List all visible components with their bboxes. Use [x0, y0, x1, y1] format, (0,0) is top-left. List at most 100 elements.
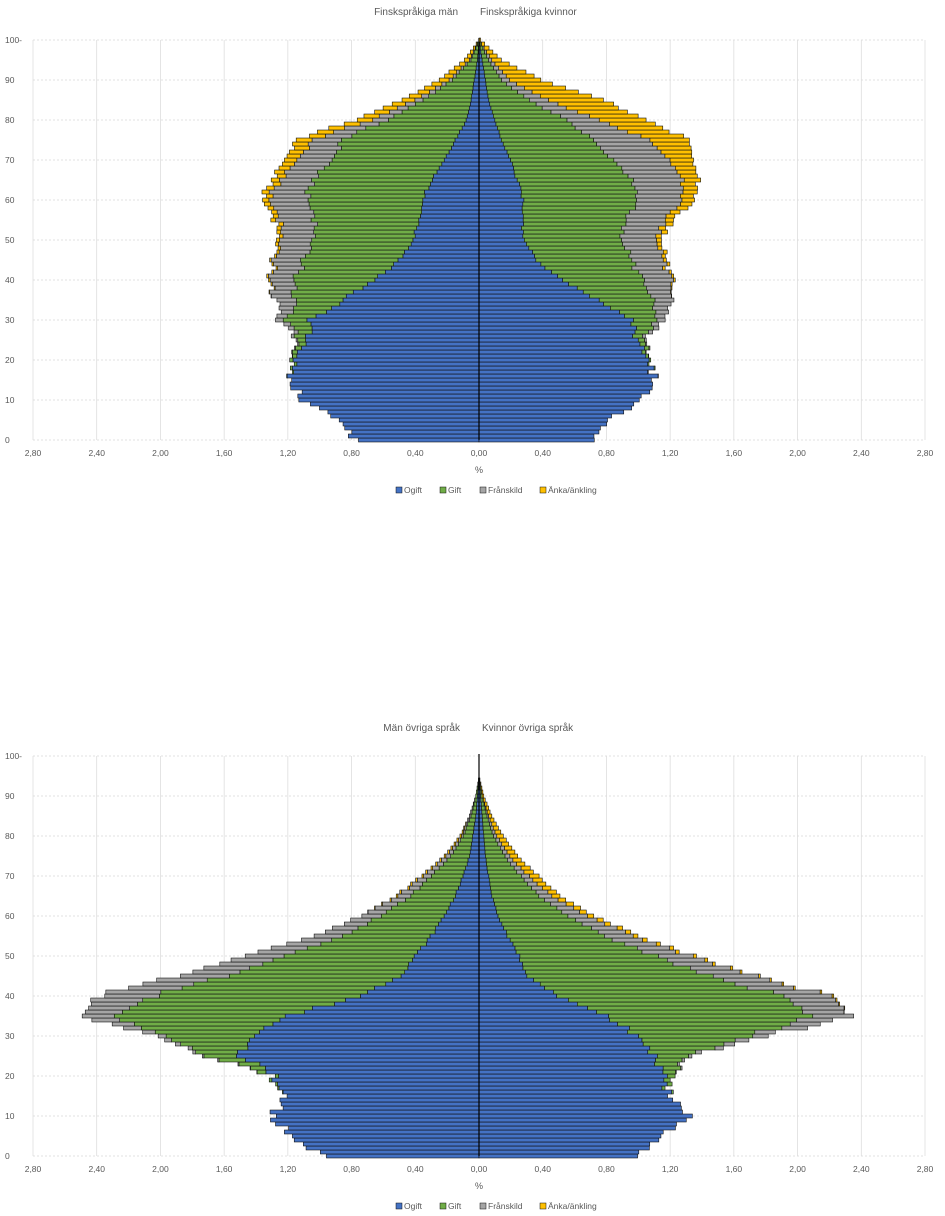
bar-segment-women-gift [627, 1030, 754, 1034]
x-tick-label: 1,20 [662, 448, 679, 458]
bar-segment-men--nka-nkling [317, 130, 333, 134]
bar-segment-women-gift [524, 238, 621, 242]
bar-segment-men-fr-nskild [258, 950, 295, 954]
bar-segment-women--nka-nkling [627, 130, 669, 134]
bar-segment-women--nka-nkling [609, 122, 655, 126]
bar-segment-men-fr-nskild [231, 958, 273, 962]
bar-segment-women-gift [664, 1078, 670, 1082]
bar-segment-women-gift [521, 194, 635, 198]
bar-segment-women-ogift [479, 270, 552, 274]
bar-segment-women--nka-nkling [713, 962, 716, 966]
bar-segment-men-gift [352, 134, 458, 138]
bar-segment-women--nka-nkling [676, 950, 679, 954]
bar-segment-women-gift [502, 922, 582, 926]
bar-segment-men-fr-nskild [441, 858, 447, 862]
bar-segment-men-fr-nskild [193, 1050, 196, 1054]
bar-segment-men--nka-nkling [396, 894, 398, 898]
bar-segment-women-ogift [479, 906, 496, 910]
bar-segment-women--nka-nkling [683, 190, 697, 194]
bar-segment-women-ogift [479, 294, 589, 298]
bar-segment-men-fr-nskild [472, 806, 473, 810]
bar-segment-men-ogift [472, 842, 479, 846]
bar-segment-men-ogift [297, 362, 479, 366]
bar-segment-men-gift [465, 830, 473, 834]
bar-segment-men--nka-nkling [476, 42, 477, 46]
bar-segment-women-fr-nskild [623, 242, 657, 246]
bar-segment-men-fr-nskild [270, 290, 291, 294]
bar-segment-women--nka-nkling [577, 110, 627, 114]
bar-segment-women-fr-nskild [682, 1058, 684, 1062]
bar-segment-women--nka-nkling [683, 186, 697, 190]
bar-segment-women-gift [662, 1086, 665, 1090]
bar-segment-men-ogift [437, 170, 479, 174]
bar-segment-men--nka-nkling [275, 254, 277, 258]
bar-segment-women--nka-nkling [663, 250, 667, 254]
bar-segment-men--nka-nkling [276, 266, 278, 270]
bar-segment-women-ogift [479, 162, 512, 166]
bar-segment-men-gift [456, 846, 471, 850]
bar-segment-women-ogift [479, 1030, 627, 1034]
bar-segment-men--nka-nkling [267, 194, 274, 198]
bar-segment-men-ogift [439, 166, 479, 170]
bar-segment-women-gift [638, 338, 644, 342]
bar-segment-men-fr-nskild [281, 230, 314, 234]
bar-segment-men-fr-nskild [427, 870, 434, 874]
bar-segment-men-gift [114, 1014, 285, 1018]
bar-segment-women--nka-nkling [505, 846, 512, 850]
bar-segment-women-gift [588, 1006, 802, 1010]
bar-segment-women-ogift [479, 430, 599, 434]
bar-segment-women-ogift [479, 434, 594, 438]
bar-segment-women-ogift [479, 1154, 638, 1158]
bar-segment-women-fr-nskild [747, 986, 793, 990]
bar-segment-women-gift [535, 254, 629, 258]
bar-segment-men-gift [474, 50, 478, 54]
bar-segment-women-ogift [479, 194, 521, 198]
bar-segment-women-ogift [479, 198, 524, 202]
bar-segment-women-ogift [479, 1126, 675, 1130]
bar-segment-women--nka-nkling [656, 942, 660, 946]
bar-segment-women-fr-nskild [614, 158, 670, 162]
bar-segment-women--nka-nkling [626, 930, 631, 934]
bar-segment-women-gift [506, 930, 598, 934]
legend-label: Änka/änkling [548, 485, 597, 495]
bar-segment-men-gift [478, 782, 479, 786]
bar-segment-men--nka-nkling [267, 274, 269, 278]
bar-segment-women--nka-nkling [503, 70, 526, 74]
bar-segment-men-gift [284, 954, 414, 958]
y-tick-label: 40 [5, 275, 15, 285]
bar-segment-women--nka-nkling [657, 242, 661, 246]
bar-segment-women-gift [487, 866, 514, 870]
bar-segment-women-fr-nskild [532, 886, 543, 890]
bar-segment-women-gift [490, 882, 528, 886]
bar-segment-women--nka-nkling [680, 182, 695, 186]
bar-segment-women-fr-nskild [527, 882, 537, 886]
bar-segment-women-ogift [479, 1054, 657, 1058]
bar-segment-women-ogift [479, 354, 646, 358]
pyramid-svg: Män övriga språk Kvinnor övriga språk 2,… [0, 716, 945, 1216]
bar-segment-men-fr-nskild [415, 98, 423, 102]
bar-segment-men--nka-nkling [392, 102, 405, 106]
bar-segment-women-ogift [479, 338, 638, 342]
bar-segment-women-gift [522, 210, 629, 214]
bar-segment-men--nka-nkling [272, 270, 274, 274]
bar-segment-men-ogift [458, 134, 479, 138]
bar-segment-women-fr-nskild [498, 842, 502, 846]
bar-segment-women-gift [610, 306, 652, 310]
bar-segment-men-ogift [319, 406, 479, 410]
bar-segment-women-gift [500, 134, 590, 138]
bar-segment-women-ogift [479, 222, 524, 226]
bar-segment-women--nka-nkling [662, 230, 668, 234]
bar-segment-women-gift [497, 126, 575, 130]
bar-segment-women-ogift [479, 834, 484, 838]
bar-segment-men-ogift [245, 1058, 479, 1062]
bar-segment-men--nka-nkling [416, 878, 418, 882]
legend-swatch [480, 487, 486, 493]
bar-segment-men-gift [305, 190, 425, 194]
bar-segment-men-gift [278, 1086, 279, 1090]
bar-segment-women-gift [577, 1002, 793, 1006]
bar-segment-men-gift [310, 250, 404, 254]
bar-segment-men-fr-nskild [442, 82, 446, 86]
bar-segment-men-gift [301, 262, 393, 266]
bar-segment-women-fr-nskild [491, 62, 495, 66]
bar-segment-women-ogift [479, 926, 504, 930]
